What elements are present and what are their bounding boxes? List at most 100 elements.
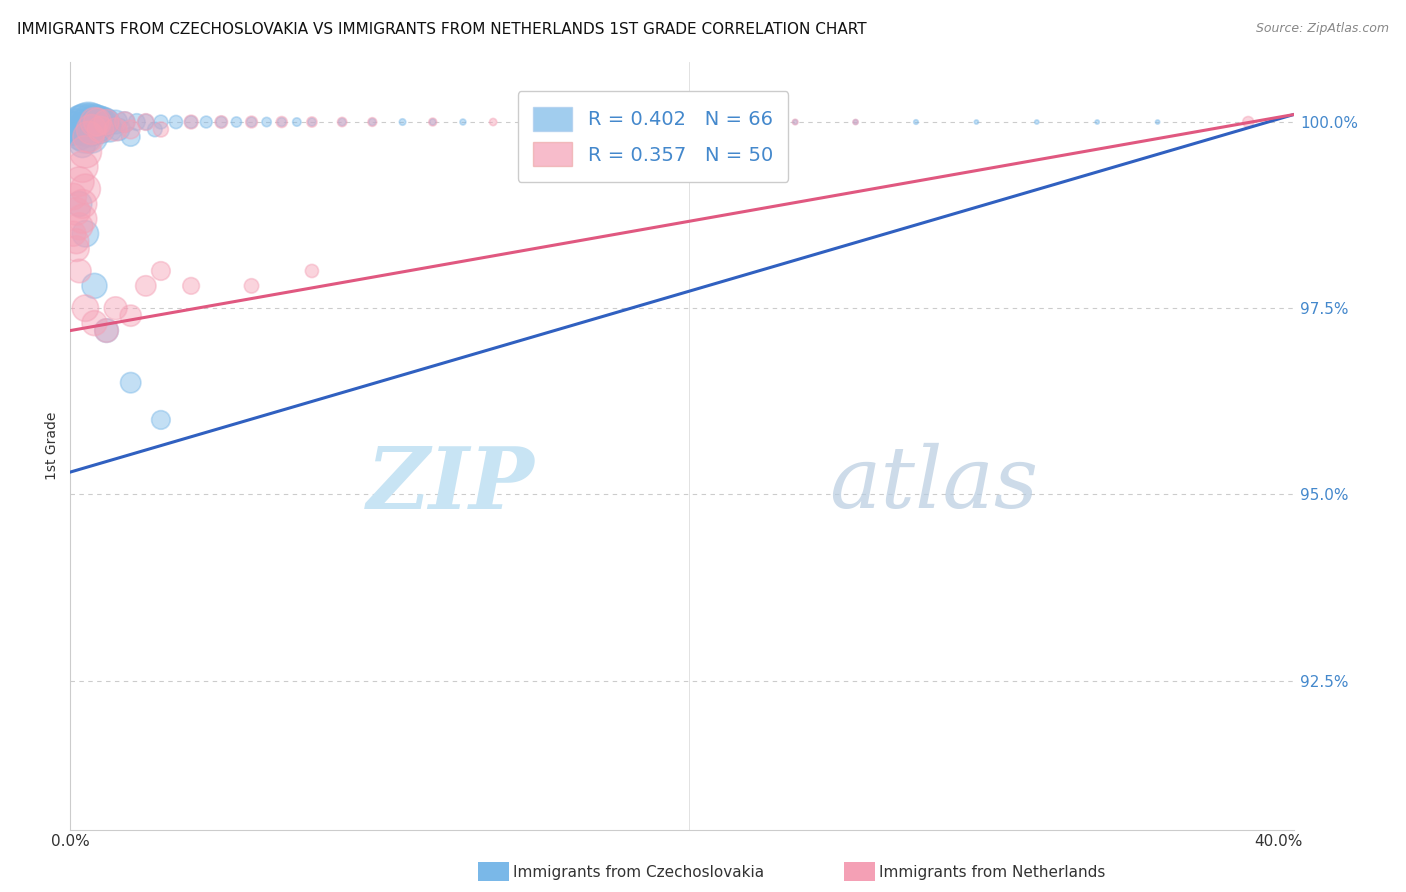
Point [65, 115, 87, 129]
Point [80, 129, 103, 144]
Point [1025, 115, 1047, 129]
Point [125, 115, 148, 129]
Point [512, 115, 534, 129]
Point [75, 227, 97, 241]
Point [80, 122, 103, 136]
Text: ZIP: ZIP [367, 442, 536, 526]
Point [83, 115, 105, 129]
Point [1237, 115, 1260, 129]
Point [285, 115, 308, 129]
Point [62, 122, 84, 136]
Text: Immigrants from Czechoslovakia: Immigrants from Czechoslovakia [513, 865, 765, 880]
Point [62, 189, 84, 203]
Point [86, 115, 108, 129]
Point [83, 316, 105, 330]
Point [270, 115, 292, 129]
Point [67, 219, 90, 234]
Point [256, 115, 278, 129]
Point [451, 115, 474, 129]
Point [135, 115, 157, 129]
Point [77, 122, 100, 136]
Point [724, 115, 747, 129]
Point [330, 115, 353, 129]
Point [89, 122, 111, 136]
Point [83, 115, 105, 129]
Point [80, 115, 103, 129]
Point [482, 115, 505, 129]
Point [1085, 115, 1108, 129]
Point [845, 115, 868, 129]
Point [664, 115, 686, 129]
Point [603, 115, 626, 129]
Point [67, 129, 90, 144]
Text: IMMIGRANTS FROM CZECHOSLOVAKIA VS IMMIGRANTS FROM NETHERLANDS 1ST GRADE CORRELAT: IMMIGRANTS FROM CZECHOSLOVAKIA VS IMMIGR… [17, 22, 866, 37]
Point [104, 301, 127, 316]
Point [149, 264, 172, 278]
Point [72, 137, 94, 152]
Point [114, 115, 136, 129]
Point [98, 122, 121, 136]
Point [209, 115, 232, 129]
Point [422, 115, 444, 129]
Text: Source: ZipAtlas.com: Source: ZipAtlas.com [1256, 22, 1389, 36]
Point [75, 182, 97, 196]
Point [65, 204, 87, 219]
Point [75, 145, 97, 159]
Point [72, 197, 94, 211]
Point [785, 115, 807, 129]
Point [83, 278, 105, 293]
Point [149, 115, 172, 129]
Point [143, 122, 166, 136]
Point [724, 115, 747, 129]
Point [149, 413, 172, 427]
Point [75, 129, 97, 144]
Point [845, 115, 868, 129]
Point [361, 115, 384, 129]
Point [86, 115, 108, 129]
Legend: R = 0.402   N = 66, R = 0.357   N = 50: R = 0.402 N = 66, R = 0.357 N = 50 [517, 91, 789, 182]
Point [83, 122, 105, 136]
Point [114, 115, 136, 129]
Point [120, 309, 142, 323]
Point [96, 324, 118, 338]
Point [543, 115, 565, 129]
Point [120, 376, 142, 390]
Point [664, 115, 686, 129]
Point [62, 227, 84, 241]
Point [65, 122, 87, 136]
Text: atlas: atlas [828, 443, 1038, 525]
Point [65, 234, 87, 248]
Point [785, 115, 807, 129]
Point [240, 278, 263, 293]
Point [195, 115, 218, 129]
Point [240, 115, 263, 129]
Point [120, 129, 142, 144]
Point [1146, 115, 1168, 129]
Point [165, 115, 187, 129]
Point [330, 115, 353, 129]
Point [67, 264, 90, 278]
Point [209, 115, 232, 129]
Point [67, 122, 90, 136]
Point [77, 129, 100, 144]
Point [67, 115, 90, 129]
Point [67, 175, 90, 189]
Point [65, 242, 87, 256]
Point [77, 115, 100, 129]
Point [89, 122, 111, 136]
Point [270, 115, 292, 129]
Y-axis label: 1st Grade: 1st Grade [45, 412, 59, 480]
Point [301, 115, 323, 129]
Text: Immigrants from Netherlands: Immigrants from Netherlands [879, 865, 1105, 880]
Point [135, 115, 157, 129]
Point [96, 115, 118, 129]
Point [301, 115, 323, 129]
Point [391, 115, 413, 129]
Point [543, 115, 565, 129]
Point [96, 324, 118, 338]
Point [89, 115, 111, 129]
Point [107, 122, 129, 136]
Point [72, 115, 94, 129]
Point [62, 129, 84, 144]
Point [120, 122, 142, 136]
